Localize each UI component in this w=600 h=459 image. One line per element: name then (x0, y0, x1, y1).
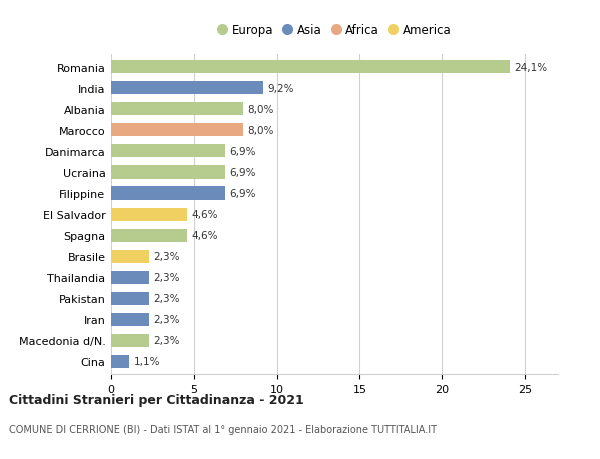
Bar (111, 355, 129, 368)
Text: 6,9%: 6,9% (229, 189, 256, 199)
Bar (111, 313, 149, 326)
Text: 8,0%: 8,0% (248, 105, 274, 115)
Bar (111, 145, 225, 158)
Bar (111, 292, 149, 305)
Text: 9,2%: 9,2% (268, 84, 294, 94)
Text: 24,1%: 24,1% (514, 63, 547, 73)
Bar (111, 208, 187, 221)
Text: Cittadini Stranieri per Cittadinanza - 2021: Cittadini Stranieri per Cittadinanza - 2… (9, 393, 304, 406)
Bar (111, 61, 510, 74)
Text: COMUNE DI CERRIONE (BI) - Dati ISTAT al 1° gennaio 2021 - Elaborazione TUTTITALI: COMUNE DI CERRIONE (BI) - Dati ISTAT al … (9, 424, 437, 434)
Text: 2,3%: 2,3% (153, 273, 180, 283)
Text: 6,9%: 6,9% (229, 146, 256, 157)
Bar (111, 82, 263, 95)
Legend: Europa, Asia, Africa, America: Europa, Asia, Africa, America (213, 19, 456, 42)
Bar (111, 187, 225, 200)
Bar (111, 271, 149, 284)
Text: 4,6%: 4,6% (191, 230, 218, 241)
Bar (111, 229, 187, 242)
Text: 4,6%: 4,6% (191, 210, 218, 219)
Bar (111, 250, 149, 263)
Text: 2,3%: 2,3% (153, 314, 180, 325)
Text: 6,9%: 6,9% (229, 168, 256, 178)
Bar (111, 103, 244, 116)
Bar (111, 124, 244, 137)
Bar (111, 166, 225, 179)
Text: 8,0%: 8,0% (248, 126, 274, 135)
Text: 2,3%: 2,3% (153, 252, 180, 262)
Text: 1,1%: 1,1% (133, 357, 160, 366)
Text: 2,3%: 2,3% (153, 336, 180, 346)
Bar (111, 334, 149, 347)
Text: 2,3%: 2,3% (153, 294, 180, 303)
